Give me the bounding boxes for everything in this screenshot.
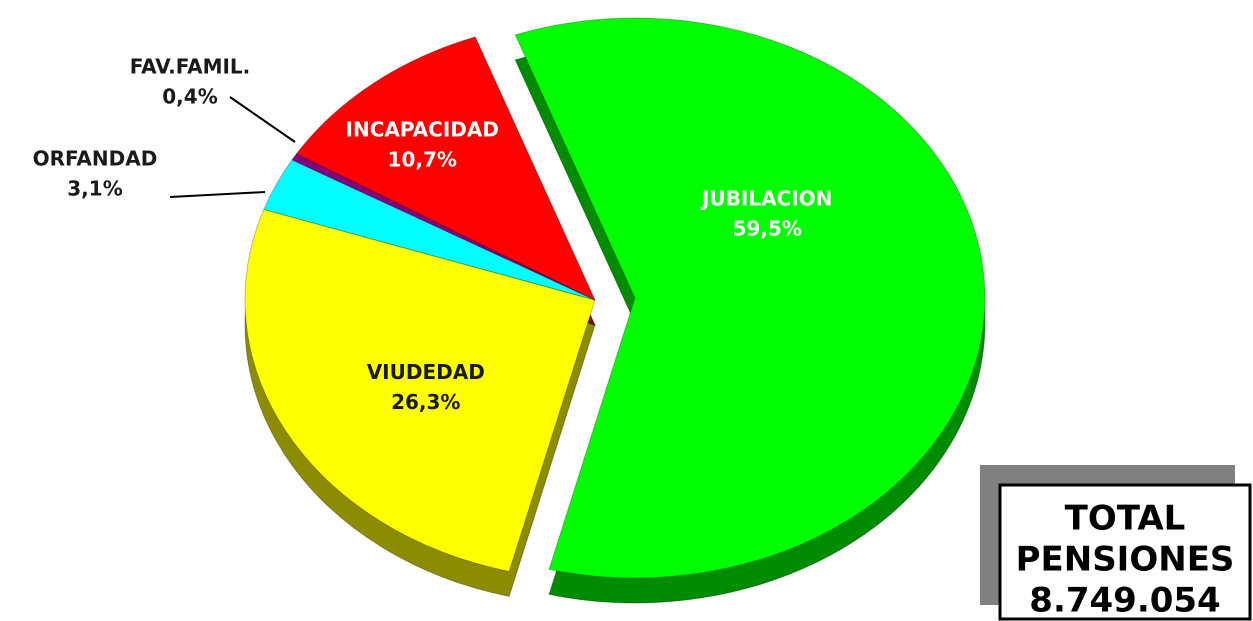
slice-label: ORFANDAD bbox=[33, 147, 158, 171]
slice bbox=[295, 36, 597, 302]
total-line: TOTAL bbox=[1065, 499, 1186, 539]
slice-value-label: 3,1% bbox=[67, 177, 122, 201]
slice bbox=[514, 17, 986, 579]
slice-tops bbox=[244, 17, 986, 579]
slice bbox=[263, 159, 596, 301]
slice-value-label: 0,4% bbox=[162, 85, 217, 109]
slice-label: INCAPACIDAD bbox=[346, 117, 499, 141]
total-line: PENSIONES bbox=[1016, 540, 1235, 580]
leader-line bbox=[229, 96, 296, 143]
slice-value-label: 26,3% bbox=[391, 390, 460, 414]
slice-label: VIUDEDAD bbox=[367, 360, 485, 384]
total-box bbox=[998, 483, 1252, 621]
slice-value-label: 10,7% bbox=[388, 147, 457, 171]
slice-value-label: 59,5% bbox=[733, 217, 802, 241]
slice bbox=[291, 153, 596, 301]
slice bbox=[244, 208, 596, 573]
leader-line bbox=[169, 191, 266, 198]
total-line: 8.749.054 bbox=[1029, 581, 1220, 621]
slice-label: JUBILACION bbox=[700, 187, 832, 211]
slice-label: FAV.FAMIL. bbox=[130, 55, 251, 79]
